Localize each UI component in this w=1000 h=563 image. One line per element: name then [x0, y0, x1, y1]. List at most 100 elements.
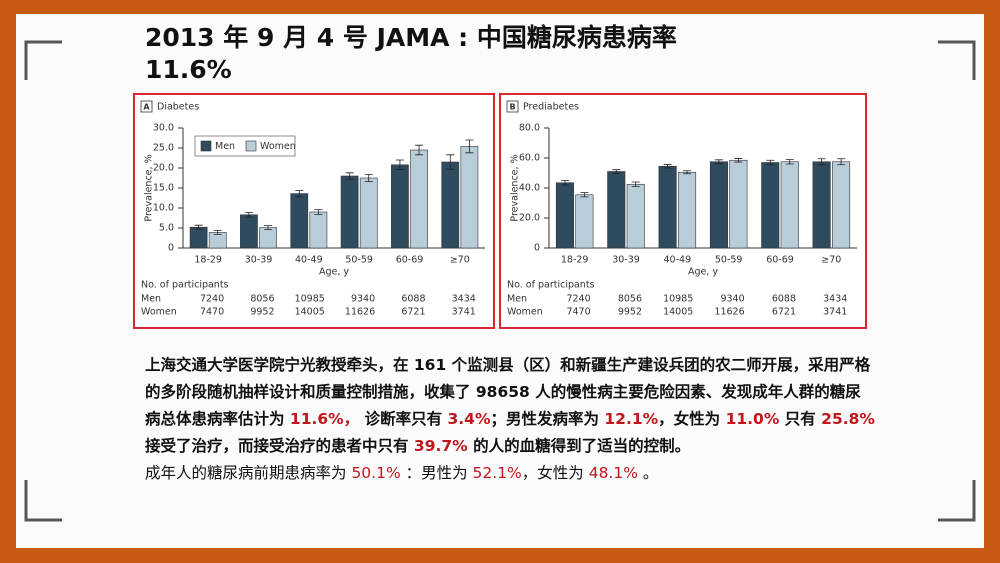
- error-bar: [364, 174, 373, 182]
- row-label: Men: [507, 294, 527, 305]
- text: 成年人的糖尿病前期患病率为: [145, 464, 352, 482]
- error-bar: [734, 158, 743, 163]
- table-title: No. of participants: [507, 280, 595, 291]
- panel-letter: B: [509, 103, 515, 112]
- x-tick-label: 50-59: [715, 255, 743, 266]
- cell: 6721: [772, 307, 796, 318]
- cell: 11626: [345, 307, 375, 318]
- cell: 3434: [452, 294, 476, 305]
- text: 接受了治疗，而接受治疗的患者中只有: [145, 437, 414, 455]
- error-bar: [314, 209, 323, 215]
- error-bar: [785, 159, 794, 165]
- highlight: 52.1%: [472, 464, 522, 482]
- paragraph: 成年人的糖尿病前期患病率为 50.1% ：男性为 52.1%，女性为 48.1%…: [145, 460, 875, 487]
- bar: [729, 159, 748, 249]
- x-tick-label: 40-49: [295, 255, 323, 266]
- highlight: 11.6%，: [289, 410, 360, 428]
- x-tick-label: ≥70: [450, 255, 470, 266]
- error-bar: [345, 172, 354, 180]
- text: ：男性为: [400, 464, 473, 482]
- cell: 7240: [566, 294, 590, 305]
- cell: 10985: [295, 294, 325, 305]
- table-title: No. of participants: [141, 280, 229, 291]
- bar: [626, 183, 645, 249]
- panel-badge: [140, 100, 153, 113]
- legend-swatch: [200, 140, 212, 152]
- y-axis-label: Prevalence, %: [144, 154, 155, 221]
- error-bar: [663, 164, 672, 169]
- chart: A Diabetes 0 5.0 10.0 15.0 20.0 25.0 30.0 Prevale…: [140, 100, 485, 318]
- y-tick-label: 15.0: [153, 183, 174, 194]
- bar: [678, 171, 697, 249]
- cell: 6721: [401, 307, 425, 318]
- text: 的人的血糖得到了适当的控制。: [467, 437, 691, 455]
- text: ；男性发病率为: [490, 410, 605, 428]
- y-tick-label: 0: [534, 243, 540, 254]
- text: ，女性为: [521, 464, 589, 482]
- cell: 7240: [200, 294, 224, 305]
- legend-label: Men: [215, 141, 235, 152]
- error-bar: [612, 169, 621, 174]
- cell: 11626: [714, 307, 744, 318]
- x-tick-label: 60-69: [396, 255, 424, 266]
- legend-label: Women: [260, 141, 296, 152]
- paragraph: 上海交通大学医学院宁光教授牵头，在 161 个监测县（区）和新疆生产建设兵团的农…: [145, 352, 875, 460]
- text: ，女性为: [658, 410, 726, 428]
- highlight: 11.0%: [725, 410, 780, 428]
- panel-title: Diabetes: [157, 102, 199, 113]
- x-axis-label: Age, y: [319, 267, 349, 278]
- highlight: 3.4%: [447, 410, 491, 428]
- x-tick-label: 18-29: [194, 255, 222, 266]
- error-bar: [295, 190, 304, 198]
- error-bar: [631, 181, 640, 187]
- cell: 3741: [452, 307, 476, 318]
- cell: 6088: [401, 294, 425, 305]
- bar: [359, 177, 378, 249]
- y-axis-label: Prevalence, %: [510, 154, 521, 221]
- cell: 14005: [663, 307, 693, 318]
- highlight: 12.1%: [604, 410, 659, 428]
- x-axis-label: Age, y: [688, 267, 718, 278]
- bar: [240, 214, 258, 249]
- cell: 10985: [663, 294, 693, 305]
- error-bar: [194, 224, 203, 230]
- text: 诊断率只有: [359, 410, 448, 428]
- bar: [555, 182, 574, 249]
- bar: [607, 171, 626, 249]
- slide-title: 2013 年 9 月 4 号 JAMA : 中国糖尿病患病率 11.6%: [145, 23, 677, 84]
- cell: 3434: [823, 294, 847, 305]
- y-tick-label: 10.0: [153, 203, 174, 214]
- error-bar: [395, 159, 404, 170]
- x-tick-label: 30-39: [612, 255, 640, 266]
- row-label: Women: [141, 307, 177, 318]
- y-tick-label: 0: [168, 243, 174, 254]
- text: 只有: [779, 410, 822, 428]
- bar: [575, 194, 594, 249]
- bar: [812, 161, 831, 249]
- cell: 7470: [566, 307, 590, 318]
- x-tick-label: 40-49: [664, 255, 692, 266]
- panel-badge: [506, 100, 519, 113]
- error-bar: [446, 154, 455, 170]
- chart-panel: B Prediabetes 0 20.0 40.0 60.0 80.0 Prevalence,…: [499, 93, 867, 329]
- cell: 9340: [720, 294, 744, 305]
- bar: [259, 227, 277, 249]
- error-bar: [264, 225, 273, 230]
- y-tick-label: 20.0: [519, 213, 540, 224]
- bar: [391, 164, 409, 249]
- row-label: Women: [507, 307, 543, 318]
- chart: B Prediabetes 0 20.0 40.0 60.0 80.0 Prevalence,…: [506, 100, 857, 318]
- y-tick-label: 60.0: [519, 153, 540, 164]
- cell: 9952: [618, 307, 642, 318]
- row-label: Men: [141, 294, 161, 305]
- bar: [832, 161, 851, 249]
- panel-title: Prediabetes: [523, 102, 579, 113]
- bar: [460, 146, 479, 249]
- highlight: 25.8%: [821, 410, 875, 428]
- error-bar: [837, 158, 846, 166]
- error-bar: [817, 158, 826, 166]
- bar: [410, 149, 428, 249]
- error-bar: [580, 192, 589, 198]
- error-bar: [766, 159, 775, 166]
